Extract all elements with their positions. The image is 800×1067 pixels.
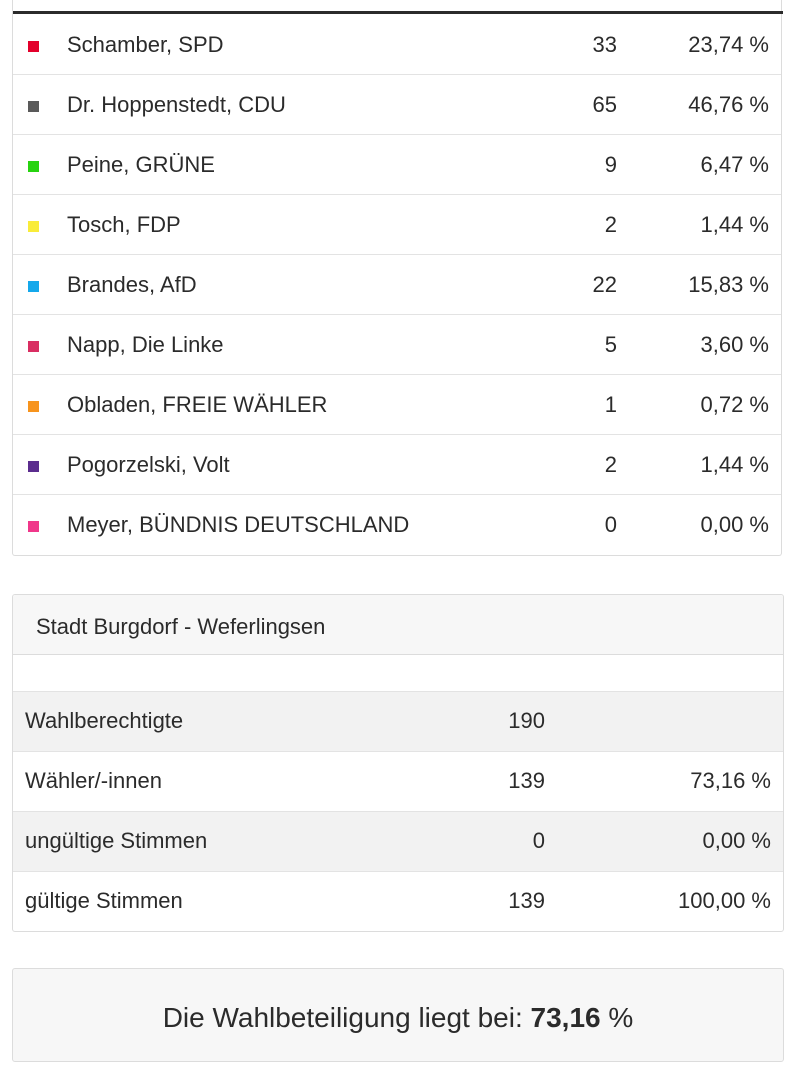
candidate-name: Brandes, AfD bbox=[67, 272, 197, 297]
party-color-swatch bbox=[28, 461, 39, 472]
party-color-swatch bbox=[28, 521, 39, 532]
candidate-name: Tosch, FDP bbox=[67, 212, 181, 237]
candidate-votes: 0 bbox=[604, 512, 617, 537]
candidate-name: Pogorzelski, Volt bbox=[67, 452, 230, 477]
party-color-swatch bbox=[28, 101, 39, 112]
party-color-swatch bbox=[28, 161, 39, 172]
candidate-votes: 9 bbox=[604, 152, 617, 177]
stat-row-voters: Wähler/-innen 139 73,16 % bbox=[13, 751, 783, 811]
stat-count: 139 bbox=[508, 768, 545, 793]
candidate-results-table: Schamber, SPD 33 23,74 % Dr. Hoppenstedt… bbox=[12, 0, 783, 556]
stat-percent: 73,16 % bbox=[690, 768, 771, 793]
party-color-swatch bbox=[28, 41, 39, 52]
stat-count: 190 bbox=[508, 708, 545, 733]
candidate-votes: 2 bbox=[604, 452, 617, 477]
stat-label: ungültige Stimmen bbox=[25, 828, 208, 853]
candidate-votes: 33 bbox=[592, 32, 617, 57]
candidate-votes: 2 bbox=[604, 212, 617, 237]
candidate-name: Meyer, BÜNDNIS DEUTSCHLAND bbox=[67, 512, 410, 537]
candidate-row: Tosch, FDP 2 1,44 % bbox=[13, 195, 781, 255]
candidate-name: Obladen, FREIE WÄHLER bbox=[67, 392, 328, 417]
candidate-name: Peine, GRÜNE bbox=[67, 152, 215, 177]
candidate-percent: 0,00 % bbox=[700, 512, 770, 537]
candidate-votes: 22 bbox=[592, 272, 617, 297]
candidate-percent: 1,44 % bbox=[700, 212, 770, 237]
candidate-row: Brandes, AfD 22 15,83 % bbox=[13, 255, 781, 315]
turnout-unit: % bbox=[608, 1002, 634, 1033]
candidate-row: Obladen, FREIE WÄHLER 1 0,72 % bbox=[13, 375, 781, 435]
candidate-row: Schamber, SPD 33 23,74 % bbox=[13, 15, 781, 75]
stat-count: 0 bbox=[532, 828, 545, 853]
turnout-prefix: Die Wahlbeteiligung liegt bei: bbox=[162, 1002, 523, 1033]
stat-row-valid-votes: gültige Stimmen 139 100,00 % bbox=[13, 871, 783, 931]
stat-label: Wähler/-innen bbox=[25, 768, 162, 793]
candidate-percent: 1,44 % bbox=[700, 452, 770, 477]
table-top-border bbox=[13, 11, 783, 14]
turnout-text: Die Wahlbeteiligung liegt bei: 73,16 % bbox=[13, 1002, 783, 1034]
candidate-percent: 46,76 % bbox=[688, 92, 769, 117]
candidate-row: Peine, GRÜNE 9 6,47 % bbox=[13, 135, 781, 195]
party-color-swatch bbox=[28, 221, 39, 232]
party-color-swatch bbox=[28, 341, 39, 352]
stat-label: gültige Stimmen bbox=[25, 888, 183, 913]
turnout-value: 73,16 bbox=[530, 1002, 601, 1033]
candidate-percent: 0,72 % bbox=[700, 392, 770, 417]
district-header: Stadt Burgdorf - Weferlingsen bbox=[13, 595, 783, 655]
candidate-name: Schamber, SPD bbox=[67, 32, 224, 57]
candidate-votes: 1 bbox=[604, 392, 617, 417]
party-color-swatch bbox=[28, 401, 39, 412]
candidate-percent: 6,47 % bbox=[700, 152, 770, 177]
stat-percent: 100,00 % bbox=[678, 888, 771, 913]
candidate-name: Dr. Hoppenstedt, CDU bbox=[67, 92, 286, 117]
candidate-votes: 5 bbox=[604, 332, 617, 357]
stat-row-eligible-voters: Wahlberechtigte 190 bbox=[13, 691, 783, 751]
candidate-percent: 23,74 % bbox=[688, 32, 769, 57]
party-color-swatch bbox=[28, 281, 39, 292]
candidate-votes: 65 bbox=[592, 92, 617, 117]
candidate-row: Dr. Hoppenstedt, CDU 65 46,76 % bbox=[13, 75, 781, 135]
candidate-percent: 3,60 % bbox=[700, 332, 770, 357]
candidate-row: Pogorzelski, Volt 2 1,44 % bbox=[13, 435, 781, 495]
turnout-summary: Die Wahlbeteiligung liegt bei: 73,16 % bbox=[12, 968, 784, 1062]
stat-label: Wahlberechtigte bbox=[25, 708, 184, 733]
stat-row-invalid-votes: ungültige Stimmen 0 0,00 % bbox=[13, 811, 783, 871]
district-title: Stadt Burgdorf - Weferlingsen bbox=[36, 614, 326, 639]
candidate-name: Napp, Die Linke bbox=[67, 332, 224, 357]
stat-percent: 0,00 % bbox=[702, 828, 772, 853]
district-statistics-card: Stadt Burgdorf - Weferlingsen Wahlberech… bbox=[12, 594, 784, 932]
candidate-percent: 15,83 % bbox=[688, 272, 769, 297]
candidate-row: Meyer, BÜNDNIS DEUTSCHLAND 0 0,00 % bbox=[13, 495, 781, 555]
candidate-row: Napp, Die Linke 5 3,60 % bbox=[13, 315, 781, 375]
stat-count: 139 bbox=[508, 888, 545, 913]
